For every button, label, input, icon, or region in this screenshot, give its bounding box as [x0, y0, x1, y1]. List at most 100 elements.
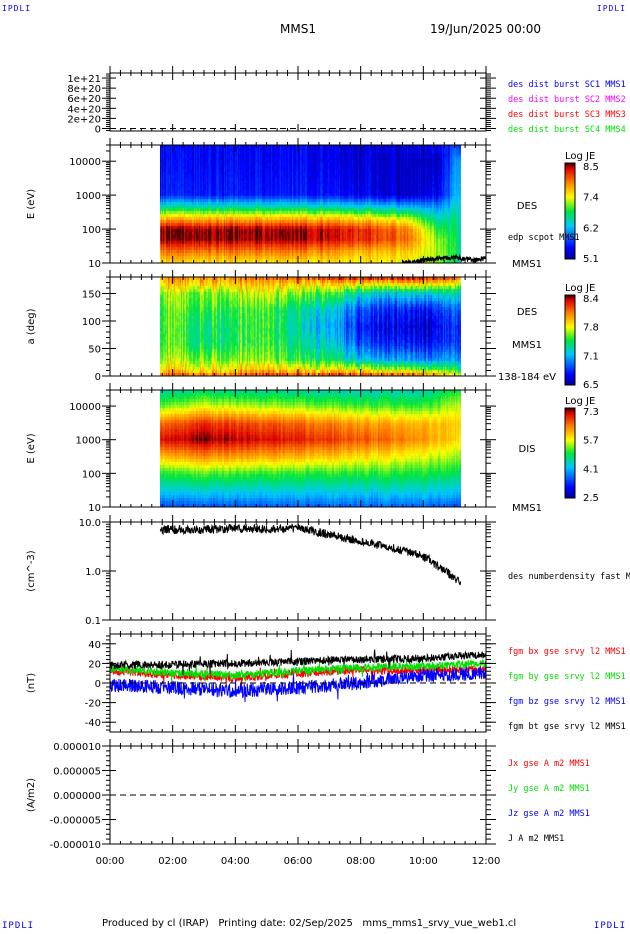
x-tick-label: 10:00 — [409, 856, 438, 867]
legend-entry: des dist burst SC2 MMS2 — [508, 95, 626, 105]
y-tick-label: 8e+20 — [67, 84, 101, 95]
colorbar-frame — [564, 407, 576, 499]
y-tick-label: 2e+20 — [67, 114, 101, 125]
instrument-label: DES — [517, 201, 537, 212]
y-axis-label: (cm^-3) — [26, 550, 37, 591]
colorbar-tick-label: 4.1 — [583, 464, 599, 475]
spacecraft-label: MMS1 — [512, 503, 542, 514]
panel-frame — [109, 144, 487, 264]
spectrogram-3 — [160, 390, 462, 507]
y-tick-label: 40 — [88, 640, 101, 651]
y-tick-label: 4e+20 — [67, 104, 101, 115]
panel-frame — [109, 745, 487, 845]
colorbar-tick-label: 7.3 — [583, 407, 599, 418]
spacecraft-label: MMS1 — [512, 340, 542, 351]
y-tick-label: 100 — [82, 225, 101, 236]
legend-entry: fgm bx gse srvy l2 MMS1 — [508, 647, 626, 657]
y-tick-label: 100 — [82, 469, 101, 480]
y-axis-label: E (eV) — [26, 189, 37, 219]
y-tick-label: 20 — [88, 659, 101, 670]
series-line-fgm-by-gse-srvy-l2-mms1 — [109, 658, 487, 682]
colorbar-tick-label: 5.7 — [583, 436, 599, 447]
y-tick-label: 1000 — [76, 191, 101, 202]
y-tick-label: 1000 — [76, 436, 101, 447]
colorbar-frame — [564, 294, 576, 386]
colorbar-tick-label: 7.8 — [583, 323, 599, 334]
colorbar-1 — [565, 163, 575, 259]
colorbar-tick-label: 8.5 — [583, 162, 599, 173]
y-tick-label: 0.000010 — [53, 742, 101, 753]
colorbar-title: Log JE — [565, 396, 595, 407]
panel-frame — [109, 72, 487, 132]
y-tick-label: -20 — [85, 699, 101, 710]
legend-entry: des numberdensity fast M — [508, 572, 630, 582]
ipdli-logo-bottom-right: IPDLI — [593, 921, 626, 931]
y-tick-label: 0 — [95, 124, 101, 135]
legend-entry: des dist burst SC4 MMS4 — [508, 125, 626, 135]
legend-entry: Jz gse A m2 MMS1 — [508, 809, 590, 819]
panel-frame — [109, 633, 487, 733]
spectrogram-2 — [160, 277, 462, 376]
energy-band-label: 138-184 eV — [498, 372, 556, 383]
x-tick-label: 02:00 — [158, 856, 187, 867]
x-tick-label: 00:00 — [96, 856, 125, 867]
y-tick-label: 150 — [82, 290, 101, 301]
y-tick-label: 1.0 — [85, 567, 101, 578]
ipdli-logo-top-right: IPDLI — [596, 4, 626, 13]
colorbar-tick-label: 7.1 — [583, 351, 599, 362]
colorbar-title: Log JE — [565, 151, 595, 162]
y-axis-label: (nT) — [26, 673, 37, 693]
colorbar-frame — [564, 162, 576, 260]
x-tick-label: 08:00 — [346, 856, 375, 867]
y-tick-label: 0 — [95, 679, 101, 690]
y-tick-label: 1e+21 — [67, 74, 101, 85]
instrument-label: DIS — [519, 444, 536, 455]
y-tick-label: 0 — [95, 372, 101, 383]
y-tick-label: 6e+20 — [67, 94, 101, 105]
ipdli-logo-top-left: IPDLI — [2, 4, 32, 13]
series-line-fgm-bt-gse-srvy-l2-mms1 — [109, 649, 487, 675]
colorbar-tick-label: 8.4 — [583, 294, 599, 305]
spectrogram-1 — [160, 145, 462, 263]
series-line-des-numberdensity-fast-m — [159, 523, 462, 586]
y-axis-label: a (deg) — [26, 308, 37, 344]
legend-entry: fgm bz gse srvy l2 MMS1 — [508, 697, 626, 707]
y-tick-label: -0.000010 — [50, 840, 101, 851]
y-axis-label: E (eV) — [26, 433, 37, 463]
y-tick-label: 10 — [88, 503, 101, 514]
colorbar-tick-label: 5.1 — [583, 254, 599, 265]
x-tick-label: 06:00 — [284, 856, 313, 867]
y-tick-label: -40 — [85, 718, 101, 729]
colorbar-tick-label: 7.4 — [583, 193, 599, 204]
legend-entry: fgm bt gse srvy l2 MMS1 — [508, 722, 626, 732]
y-axis-label: (A/m2) — [26, 778, 37, 812]
colorbar-2 — [565, 295, 575, 385]
colorbar-tick-label: 6.5 — [583, 380, 599, 391]
series-line-fgm-bz-gse-srvy-l2-mms1 — [109, 666, 487, 703]
y-tick-label: 10.0 — [79, 518, 101, 529]
panel-frame — [109, 276, 487, 377]
colorbar-3 — [565, 408, 575, 498]
plot-date: 19/Jun/2025 00:00 — [430, 22, 542, 36]
panel-frame — [109, 389, 487, 508]
instrument-label: DES — [517, 307, 537, 318]
legend-entry: Jx gse A m2 MMS1 — [508, 759, 590, 769]
y-tick-label: 10 — [88, 259, 101, 270]
legend-entry: Jy gse A m2 MMS1 — [508, 784, 590, 794]
y-tick-label: 50 — [88, 345, 101, 356]
spacecraft-label: MMS1 — [512, 259, 542, 270]
colorbar-tick-label: 6.2 — [583, 223, 599, 234]
footer-text: Produced by cl (IRAP) Printing date: 02/… — [102, 918, 517, 929]
y-tick-label: 0.1 — [85, 616, 101, 627]
legend-entry: des dist burst SC1 MMS1 — [508, 80, 626, 90]
y-tick-label: 100 — [82, 317, 101, 328]
y-tick-label: 0.000005 — [53, 767, 101, 778]
scpot-line — [401, 253, 487, 265]
colorbar-tick-label: 2.5 — [583, 493, 599, 504]
legend-entry: fgm by gse srvy l2 MMS1 — [508, 672, 626, 682]
ipdli-logo-bottom-left: IPDLI — [2, 921, 35, 931]
legend-entry: des dist burst SC3 MMS3 — [508, 110, 626, 120]
legend-entry: J A m2 MMS1 — [508, 834, 564, 844]
